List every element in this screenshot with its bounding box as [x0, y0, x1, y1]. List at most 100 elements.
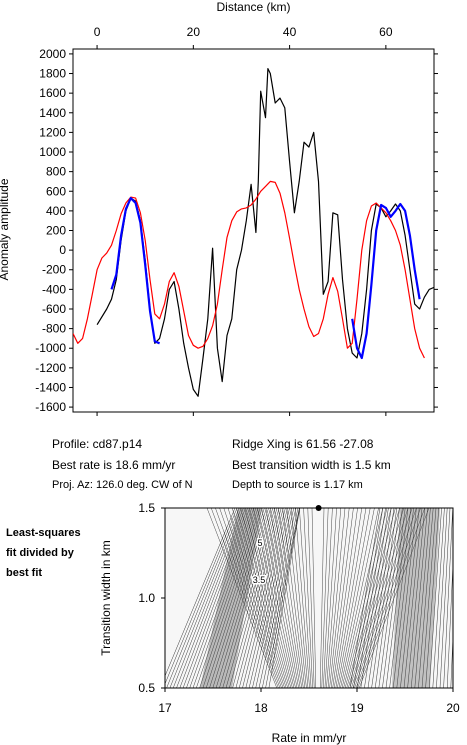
model-profile-line — [73, 180, 425, 359]
contour-line — [209, 508, 267, 688]
proj-az-label: Proj. Az: 126.0 deg. CW of N — [52, 479, 193, 491]
fitted-segment-line — [110, 197, 161, 345]
contour-line — [252, 508, 384, 688]
contour-label: 5 — [257, 538, 262, 548]
contour-line — [360, 508, 389, 688]
contour-line — [367, 508, 395, 688]
contour-line — [269, 508, 367, 688]
contour-line — [199, 508, 261, 688]
contour-line — [290, 508, 346, 688]
y-tick-label: 1600 — [39, 86, 66, 100]
contour-line — [428, 508, 442, 688]
contour-line — [349, 508, 381, 688]
y-axis-title: Anomaly amplitude — [0, 178, 11, 280]
x-tick-label: 40 — [283, 25, 297, 39]
contour-line — [396, 508, 417, 688]
x-tick-label: 17 — [158, 701, 172, 715]
contour-line — [257, 508, 379, 688]
contour-line — [454, 508, 461, 688]
contour-line — [432, 508, 445, 688]
y-tick-label: 1200 — [39, 125, 66, 139]
best-fit-marker — [315, 505, 322, 511]
contour-line — [407, 508, 426, 688]
y-tick-label: 1800 — [39, 67, 66, 81]
contour-line — [446, 558, 453, 688]
y-tick-label: -800 — [42, 322, 66, 336]
contour-line — [258, 508, 299, 688]
contour-line — [172, 508, 244, 688]
y-tick-label: -1200 — [35, 361, 66, 375]
contour-band — [392, 508, 440, 688]
contour-line — [278, 508, 358, 688]
y-tick-label: -600 — [42, 302, 66, 316]
contour-line — [219, 508, 417, 688]
side-note-line: best fit — [6, 567, 43, 579]
contour-line — [248, 508, 292, 688]
contour-line — [222, 508, 276, 688]
contour-line — [205, 508, 265, 688]
contour-line — [299, 508, 337, 688]
contour-line — [282, 508, 354, 688]
contour-line — [215, 508, 421, 688]
contour-line — [244, 508, 392, 688]
x-tick-label: 19 — [350, 701, 364, 715]
profile-label: Profile: cd87.p14 — [52, 437, 143, 451]
contour-line — [240, 508, 396, 688]
contour-line — [192, 508, 257, 688]
y-tick-label: 2000 — [39, 47, 66, 61]
contour-line — [414, 508, 431, 688]
contour-band — [200, 508, 262, 688]
contour-line — [255, 508, 297, 688]
x-tick-label: 60 — [379, 25, 393, 39]
contour-line — [189, 508, 255, 688]
contour-line — [236, 508, 400, 688]
y-tick-label: -1600 — [35, 400, 66, 414]
depth-label: Depth to source is 1.17 km — [232, 479, 363, 491]
contour-group: 53.5 — [165, 508, 461, 688]
y-tick-label: 1000 — [39, 145, 66, 159]
y-tick-label: 400 — [46, 204, 66, 218]
contour-line — [225, 508, 278, 688]
contour-line — [268, 508, 301, 688]
contour-line — [186, 508, 253, 688]
contour-line — [443, 508, 453, 688]
contour-line — [238, 508, 286, 688]
observed-profile-line — [96, 68, 434, 397]
best-rate-label: Best rate is 18.6 mm/yr — [52, 458, 176, 472]
contour-line — [378, 508, 403, 688]
contour-line — [223, 508, 413, 688]
contour-line — [425, 508, 440, 688]
contour-line — [227, 508, 409, 688]
x-tick-label: 0 — [94, 25, 101, 39]
contour-line — [179, 508, 248, 688]
contour-line — [165, 508, 238, 685]
contour-line — [392, 508, 414, 688]
y-tick-label: 1.0 — [138, 591, 155, 605]
contour-line — [403, 508, 423, 688]
contour-line — [235, 508, 284, 688]
x-tick-label: 20 — [446, 701, 460, 715]
series-group — [73, 68, 434, 397]
contour-line — [196, 508, 259, 688]
contour-line — [421, 508, 437, 688]
contour-line — [169, 508, 242, 688]
ridge-xing-label: Ridge Xing is 61.56 -27.08 — [232, 437, 374, 451]
side-note-line: Least-squares — [6, 527, 81, 539]
contour-line — [311, 508, 325, 688]
contour-line — [273, 508, 363, 688]
contour-line — [252, 508, 295, 688]
contour-line — [212, 508, 269, 688]
contour-label: 3.5 — [253, 575, 266, 585]
contour-line — [303, 508, 333, 688]
y-tick-label: 600 — [46, 184, 66, 198]
contour-line — [418, 508, 434, 688]
contour-line — [231, 508, 405, 688]
y-tick-label: 1400 — [39, 106, 66, 120]
contour-line — [294, 508, 342, 688]
x-tick-label: 18 — [254, 701, 268, 715]
contour-line — [166, 508, 240, 688]
contour-line — [450, 630, 453, 688]
contour-line — [410, 508, 428, 688]
contour-line — [286, 508, 350, 688]
